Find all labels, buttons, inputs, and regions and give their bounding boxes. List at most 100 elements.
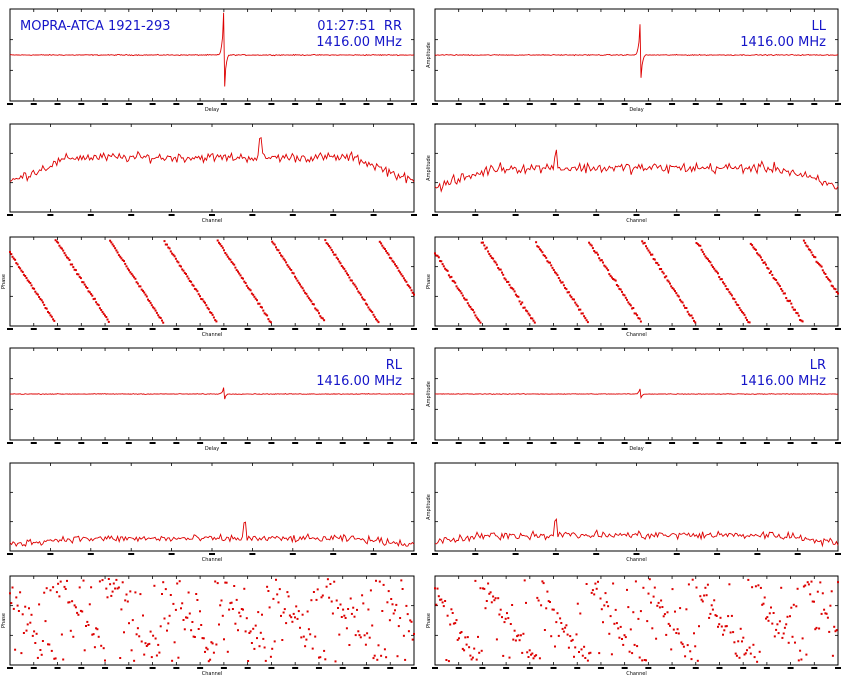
rl-delay-panel-tick-label [387,442,394,444]
ll-phase-point [810,251,813,254]
rr-phase-panel-frame [9,236,415,327]
lr-phase-point [680,641,683,644]
rr-phase-point [223,249,225,252]
rr-phase-point [281,255,284,258]
ll-phase-point [532,319,535,322]
rl-phase-point [90,586,93,589]
rr-phase-point [305,292,308,295]
rr-phase-point [310,300,313,303]
ll-phase-point [575,303,578,306]
ll-phase-point [671,287,674,289]
ll-amplitude-panel-tick-label [633,214,640,216]
rl-phase-point [55,591,58,594]
ll-phase-point [590,244,593,247]
ll-phase-point [434,252,436,255]
rr-phase-point [152,306,155,309]
rl-phase-point [40,653,43,656]
lr-phase-point [824,612,827,615]
rl-phase-point [186,616,189,619]
rr-phase-point [278,252,281,254]
rr-phase-point [294,275,296,278]
rl-phase-point [402,634,405,637]
ll-phase-point [639,320,642,323]
lr-phase-point [484,607,487,610]
lr-phase-point [749,652,752,655]
ll-phase-point [579,308,582,311]
lr-phase-point [757,584,760,587]
rr-phase-point [155,311,158,314]
ll-delay-panel-tick-label [692,103,699,105]
ll-phase-point [748,321,751,324]
rl-phase-point [363,634,366,637]
lr-phase-point [627,606,630,609]
rr-phase-point [38,296,41,298]
rl-phase-point [264,659,267,662]
ll-phase-point [485,246,488,249]
rl-phase-point [53,657,56,660]
ll-phase-point [682,304,685,307]
rl-phase-point [283,608,286,611]
rl-phase-point [204,650,206,653]
ll-phase-point [675,292,678,295]
rr-phase-point [256,299,258,302]
ll-delay-panel-ylabel: Amplitude [426,42,432,68]
ll-phase-point [694,321,697,324]
lr-phase-point [623,634,626,637]
ll-phase-point [766,266,769,269]
lr-phase-point [681,643,684,646]
lr-amplitude-panel-frame [434,462,839,552]
ll-amplitude-panel-tick-label [835,214,841,216]
ll-phase-point [580,312,583,315]
lr-phase-point [460,631,463,633]
rr-phase-point [21,271,24,273]
rl-phase-point [101,579,104,582]
lr-phase-point [526,651,529,654]
rr-amplitude-panel-tick-label [209,214,215,216]
rl-phase-point [339,603,342,606]
rr-phase-point [314,307,317,310]
rl-phase-point [20,652,23,655]
rl-phase-panel-tick-label [149,667,156,669]
ll-phase-point [525,309,527,312]
rl-phase-point [121,581,124,584]
ll-phase-point [488,253,491,255]
ll-phase-point [773,278,776,281]
rr-phase-point [300,285,303,288]
lr-phase-point [797,659,800,662]
ll-phase-point [658,268,661,271]
lr-amplitude-panel-tick-label [673,553,680,555]
rr-phase-point [48,312,51,315]
rr-phase-point [79,277,82,280]
ll-phase-point [783,292,786,295]
rl-delay-panel-tick-label [197,442,204,444]
lr-delay-panel-tick-label [811,442,818,444]
lr-phase-point [804,584,807,587]
rl-phase-point [174,608,177,611]
rl-phase-panel-tick-label [387,667,394,669]
rl-phase-point [58,595,61,598]
ll-phase-point [531,317,534,320]
rr-phase-point [111,243,114,246]
rl-phase-point [98,580,101,583]
rl-phase-point [411,638,414,641]
rl-phase-point [39,649,42,651]
ll-phase-point [621,290,623,293]
lr-phase-point [695,586,698,589]
lr-delay-panel-tick-label [574,442,581,444]
lr-phase-xlabel: Channel [626,671,647,677]
rl-delay-panel-tick-label [339,442,346,444]
rr-phase-point [100,309,103,311]
lr-phase-point [694,645,697,648]
rr-phase-point [321,317,324,320]
rl-phase-point [11,586,14,589]
lr-phase-point [597,580,599,583]
rl-phase-point [45,587,48,590]
lr-phase-point [676,628,679,631]
lr-phase-point [669,624,671,627]
rl-phase-point [405,604,408,607]
rr-phase-point [178,264,181,267]
rl-phase-point [371,624,374,627]
rl-phase-point [233,585,236,587]
ll-phase-point [602,261,604,264]
rl-phase-point [69,629,72,632]
